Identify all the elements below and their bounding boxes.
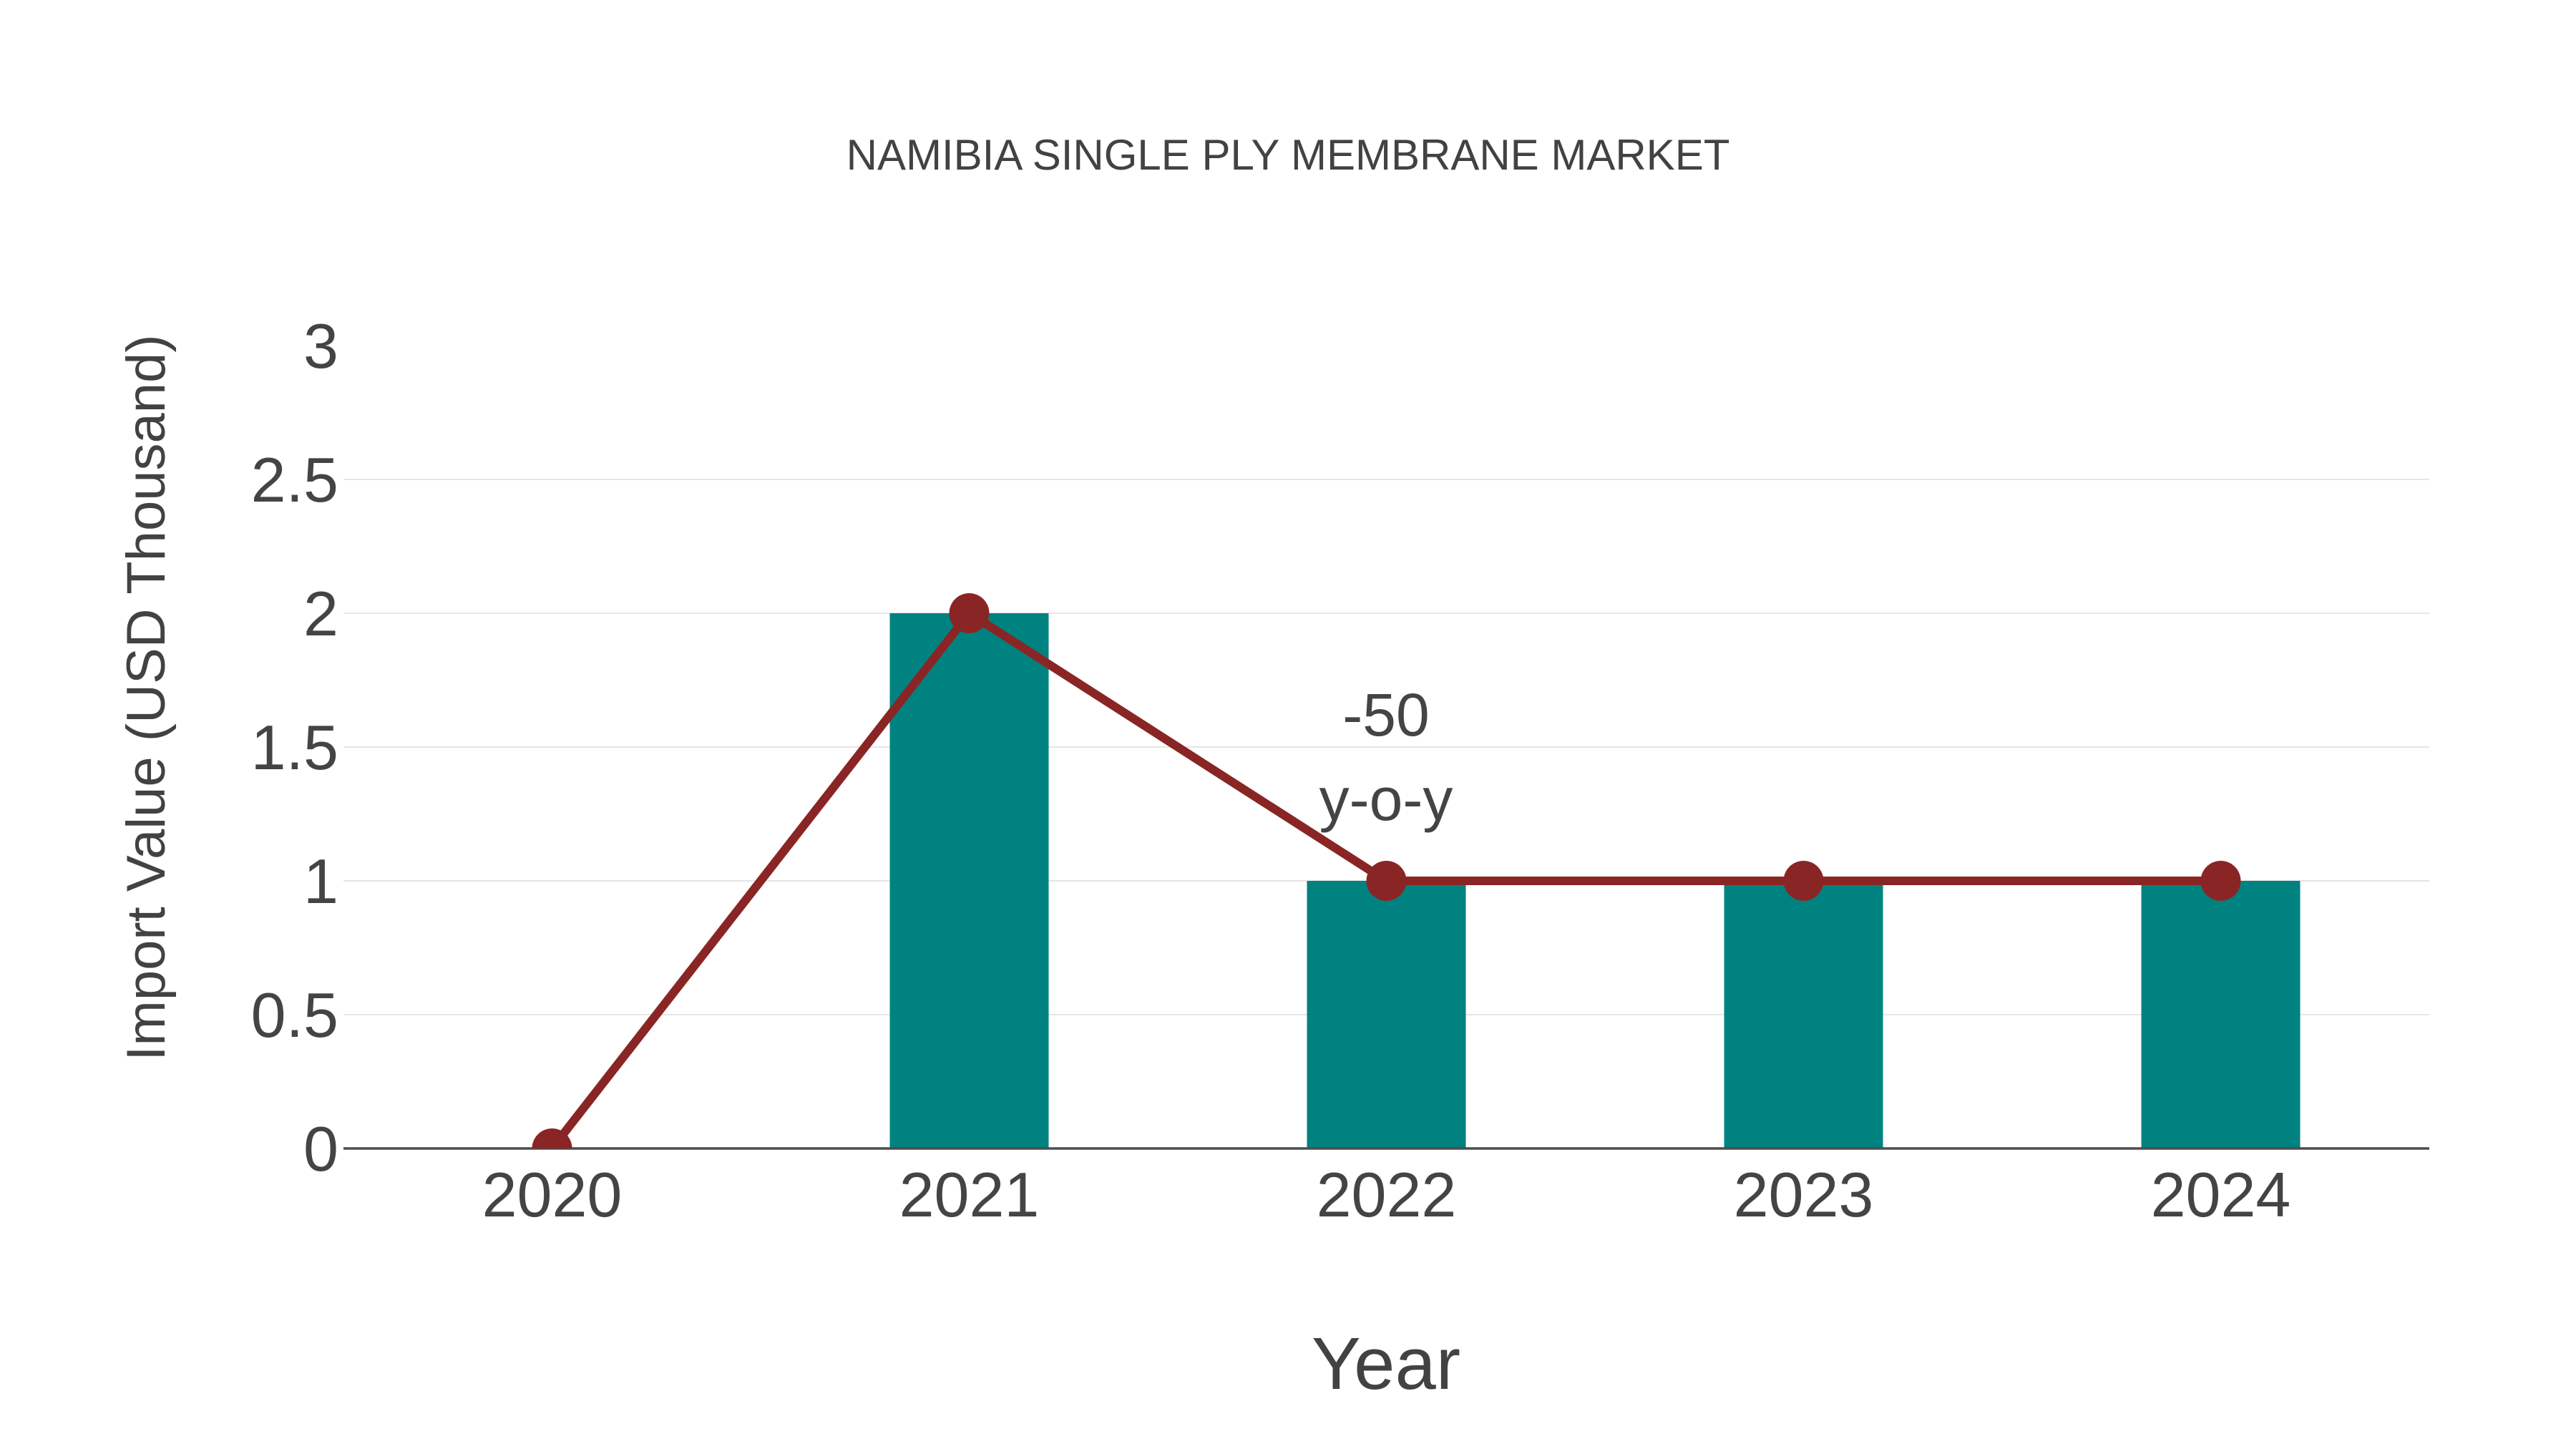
y-tick-label: 1 (303, 846, 338, 917)
y-tick-label: 0 (303, 1113, 338, 1184)
x-tick-label: 2020 (482, 1159, 623, 1230)
bar-2024 (2141, 881, 2301, 1148)
line-series (532, 593, 2241, 1148)
chart-title: NAMIBIA SINGLE PLY MEMBRANE MARKET (847, 131, 1730, 179)
x-tick-label: 2023 (1734, 1159, 1874, 1230)
marker-2020 (532, 1128, 572, 1148)
marker-2023 (1783, 861, 1824, 901)
y-tick-labels: 0 0.5 1 1.5 2 2.5 3 (251, 311, 338, 1184)
bar-2021 (889, 613, 1049, 1148)
bar-series (889, 613, 2301, 1148)
bar-2022 (1307, 881, 1466, 1148)
x-tick-label: 2022 (1317, 1159, 1457, 1230)
marker-2021 (949, 593, 990, 633)
y-tick-label: 2.5 (251, 444, 338, 515)
marker-2022 (1366, 861, 1407, 901)
x-tick-labels: 2020 2021 2022 2023 2024 (482, 1159, 2291, 1230)
y-tick-label: 3 (303, 311, 338, 381)
y-tick-label: 0.5 (251, 980, 338, 1050)
x-tick-label: 2024 (2151, 1159, 2291, 1230)
y-tick-label: 2 (303, 578, 338, 649)
x-tick-label: 2021 (899, 1159, 1040, 1230)
x-axis-title: Year (1312, 1322, 1460, 1405)
marker-2024 (2200, 861, 2241, 901)
annotation-label: y-o-y (1319, 766, 1453, 833)
annotation-value: -50 (1342, 681, 1429, 748)
y-axis-title: Import Value (USD Thousand) (116, 334, 177, 1060)
y-tick-label: 1.5 (251, 712, 338, 783)
bar-2023 (1724, 881, 1883, 1148)
